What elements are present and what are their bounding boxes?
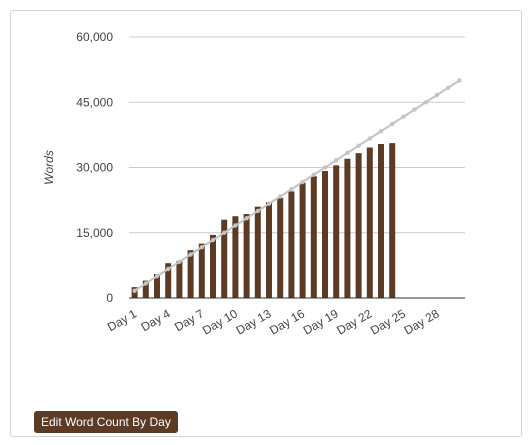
y-tick-label: 45,000	[76, 95, 113, 109]
target-point	[446, 85, 451, 90]
target-point	[300, 179, 305, 185]
target-point	[322, 165, 328, 170]
word-count-bar	[366, 147, 373, 298]
target-point	[166, 266, 171, 272]
target-point	[222, 230, 227, 235]
target-point	[311, 172, 316, 177]
x-tick-label: Day 13	[234, 306, 274, 337]
word-count-chart: 0 15,000 30,000 45,000 60,000 Words Day 1 Day 4…	[42, 30, 465, 338]
target-point	[356, 143, 361, 148]
word-count-bar	[165, 263, 172, 298]
target-point	[143, 281, 148, 286]
x-tick-label: Day 1	[105, 306, 139, 334]
target-point	[154, 274, 160, 279]
word-count-bar	[232, 216, 239, 298]
word-count-bar	[176, 261, 183, 298]
target-point	[255, 208, 260, 214]
target-point	[244, 216, 249, 221]
word-count-bar	[288, 191, 295, 298]
word-count-bar	[389, 143, 396, 298]
y-tick-label: 60,000	[76, 30, 113, 44]
x-tick-label: Day 10	[200, 306, 240, 337]
y-axis-title: Words	[42, 150, 56, 185]
target-point	[334, 158, 339, 163]
target-point	[199, 245, 204, 250]
target-point	[210, 237, 216, 243]
x-tick-label: Day 16	[267, 306, 307, 337]
word-count-bar	[142, 280, 149, 298]
word-count-bar	[299, 182, 306, 298]
target-point	[132, 288, 137, 293]
target-point	[266, 201, 272, 206]
target-point	[278, 194, 283, 199]
target-point	[434, 92, 440, 98]
word-count-bar	[277, 197, 284, 298]
target-point	[345, 150, 350, 156]
target-point	[289, 187, 294, 192]
word-count-bar	[187, 250, 194, 298]
x-tick-label: Day 19	[301, 306, 341, 337]
edit-word-count-button[interactable]: Edit Word Count By Day	[34, 411, 178, 433]
target-point	[401, 114, 406, 119]
target-point	[457, 78, 462, 83]
word-count-bar	[322, 170, 328, 298]
x-tick-label: Day 7	[172, 306, 206, 334]
word-count-panel: 0 15,000 30,000 45,000 60,000 Words Day 1 Day 4…	[10, 10, 522, 437]
x-tick-label: Day 4	[139, 306, 173, 334]
target-line	[134, 79, 460, 292]
word-count-bar	[333, 165, 340, 298]
x-tick-label: Day 25	[368, 306, 408, 337]
y-tick-label: 30,000	[76, 161, 113, 175]
y-tick-label: 15,000	[76, 226, 113, 240]
word-count-bar	[355, 153, 362, 298]
target-point	[412, 107, 417, 112]
word-count-bar	[154, 274, 160, 298]
word-count-bar	[243, 214, 250, 298]
word-count-bar	[254, 206, 261, 298]
word-count-bar	[221, 219, 228, 298]
target-point	[367, 136, 372, 141]
target-point	[378, 129, 384, 134]
x-tick-label: Day 28	[402, 306, 442, 337]
target-point	[177, 259, 182, 264]
word-count-bar	[266, 202, 272, 298]
target-point	[233, 223, 238, 228]
word-count-bar	[198, 243, 205, 298]
word-count-bar	[210, 234, 216, 298]
y-tick-label: 0	[106, 291, 113, 305]
word-count-bar	[378, 144, 384, 298]
target-point	[423, 100, 428, 105]
target-point	[390, 121, 395, 127]
x-tick-label: Day 22	[334, 306, 374, 337]
target-point	[188, 252, 193, 257]
word-count-bar	[310, 176, 317, 298]
word-count-bar	[344, 158, 351, 298]
